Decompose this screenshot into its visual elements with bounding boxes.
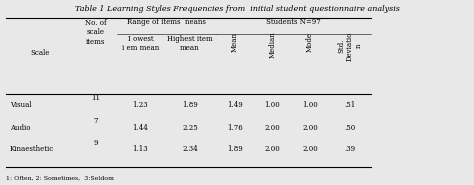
Text: Table 1 Learning Styles Frequencies from  initial student questionnaire analysis: Table 1 Learning Styles Frequencies from…: [74, 5, 400, 13]
Text: Highest item
mean: Highest item mean: [167, 35, 213, 52]
Text: 2.34: 2.34: [182, 145, 198, 153]
Text: Visual: Visual: [10, 101, 31, 109]
Text: 1: Often, 2: Sometimes,  3:Seldom: 1: Often, 2: Sometimes, 3:Seldom: [6, 176, 114, 181]
Text: 1.89: 1.89: [182, 101, 198, 109]
Text: 2.00: 2.00: [264, 145, 280, 153]
Text: 1.89: 1.89: [227, 145, 243, 153]
Text: Std.
Deviatio
n: Std. Deviatio n: [337, 31, 363, 61]
Text: 1.76: 1.76: [227, 124, 243, 132]
Text: 7: 7: [93, 117, 98, 125]
Text: 2.00: 2.00: [302, 145, 318, 153]
Text: 2.00: 2.00: [264, 124, 280, 132]
Text: 1.00: 1.00: [264, 101, 280, 109]
Text: Range of items  neans: Range of items neans: [127, 18, 206, 26]
Text: Kinaesthetic: Kinaesthetic: [10, 145, 54, 153]
Text: 1.23: 1.23: [133, 101, 148, 109]
Text: .50: .50: [345, 124, 356, 132]
Text: Audio: Audio: [10, 124, 30, 132]
Text: Students N=97: Students N=97: [266, 18, 321, 26]
Text: Median: Median: [268, 31, 276, 58]
Text: 2.25: 2.25: [182, 124, 198, 132]
Text: Mean: Mean: [231, 31, 238, 51]
Text: 1.00: 1.00: [302, 101, 318, 109]
Text: .39: .39: [345, 145, 356, 153]
Text: No. of
scale
items: No. of scale items: [85, 19, 107, 46]
Text: 1.44: 1.44: [133, 124, 148, 132]
Text: Scale: Scale: [31, 49, 50, 57]
Text: I owest
i em mean: I owest i em mean: [122, 35, 159, 52]
Text: 11: 11: [91, 94, 100, 102]
Text: .51: .51: [345, 101, 356, 109]
Text: 2.00: 2.00: [302, 124, 318, 132]
Text: 1.49: 1.49: [227, 101, 243, 109]
Text: 9: 9: [93, 139, 98, 147]
Text: 1.13: 1.13: [133, 145, 148, 153]
Text: Mode: Mode: [306, 31, 314, 51]
